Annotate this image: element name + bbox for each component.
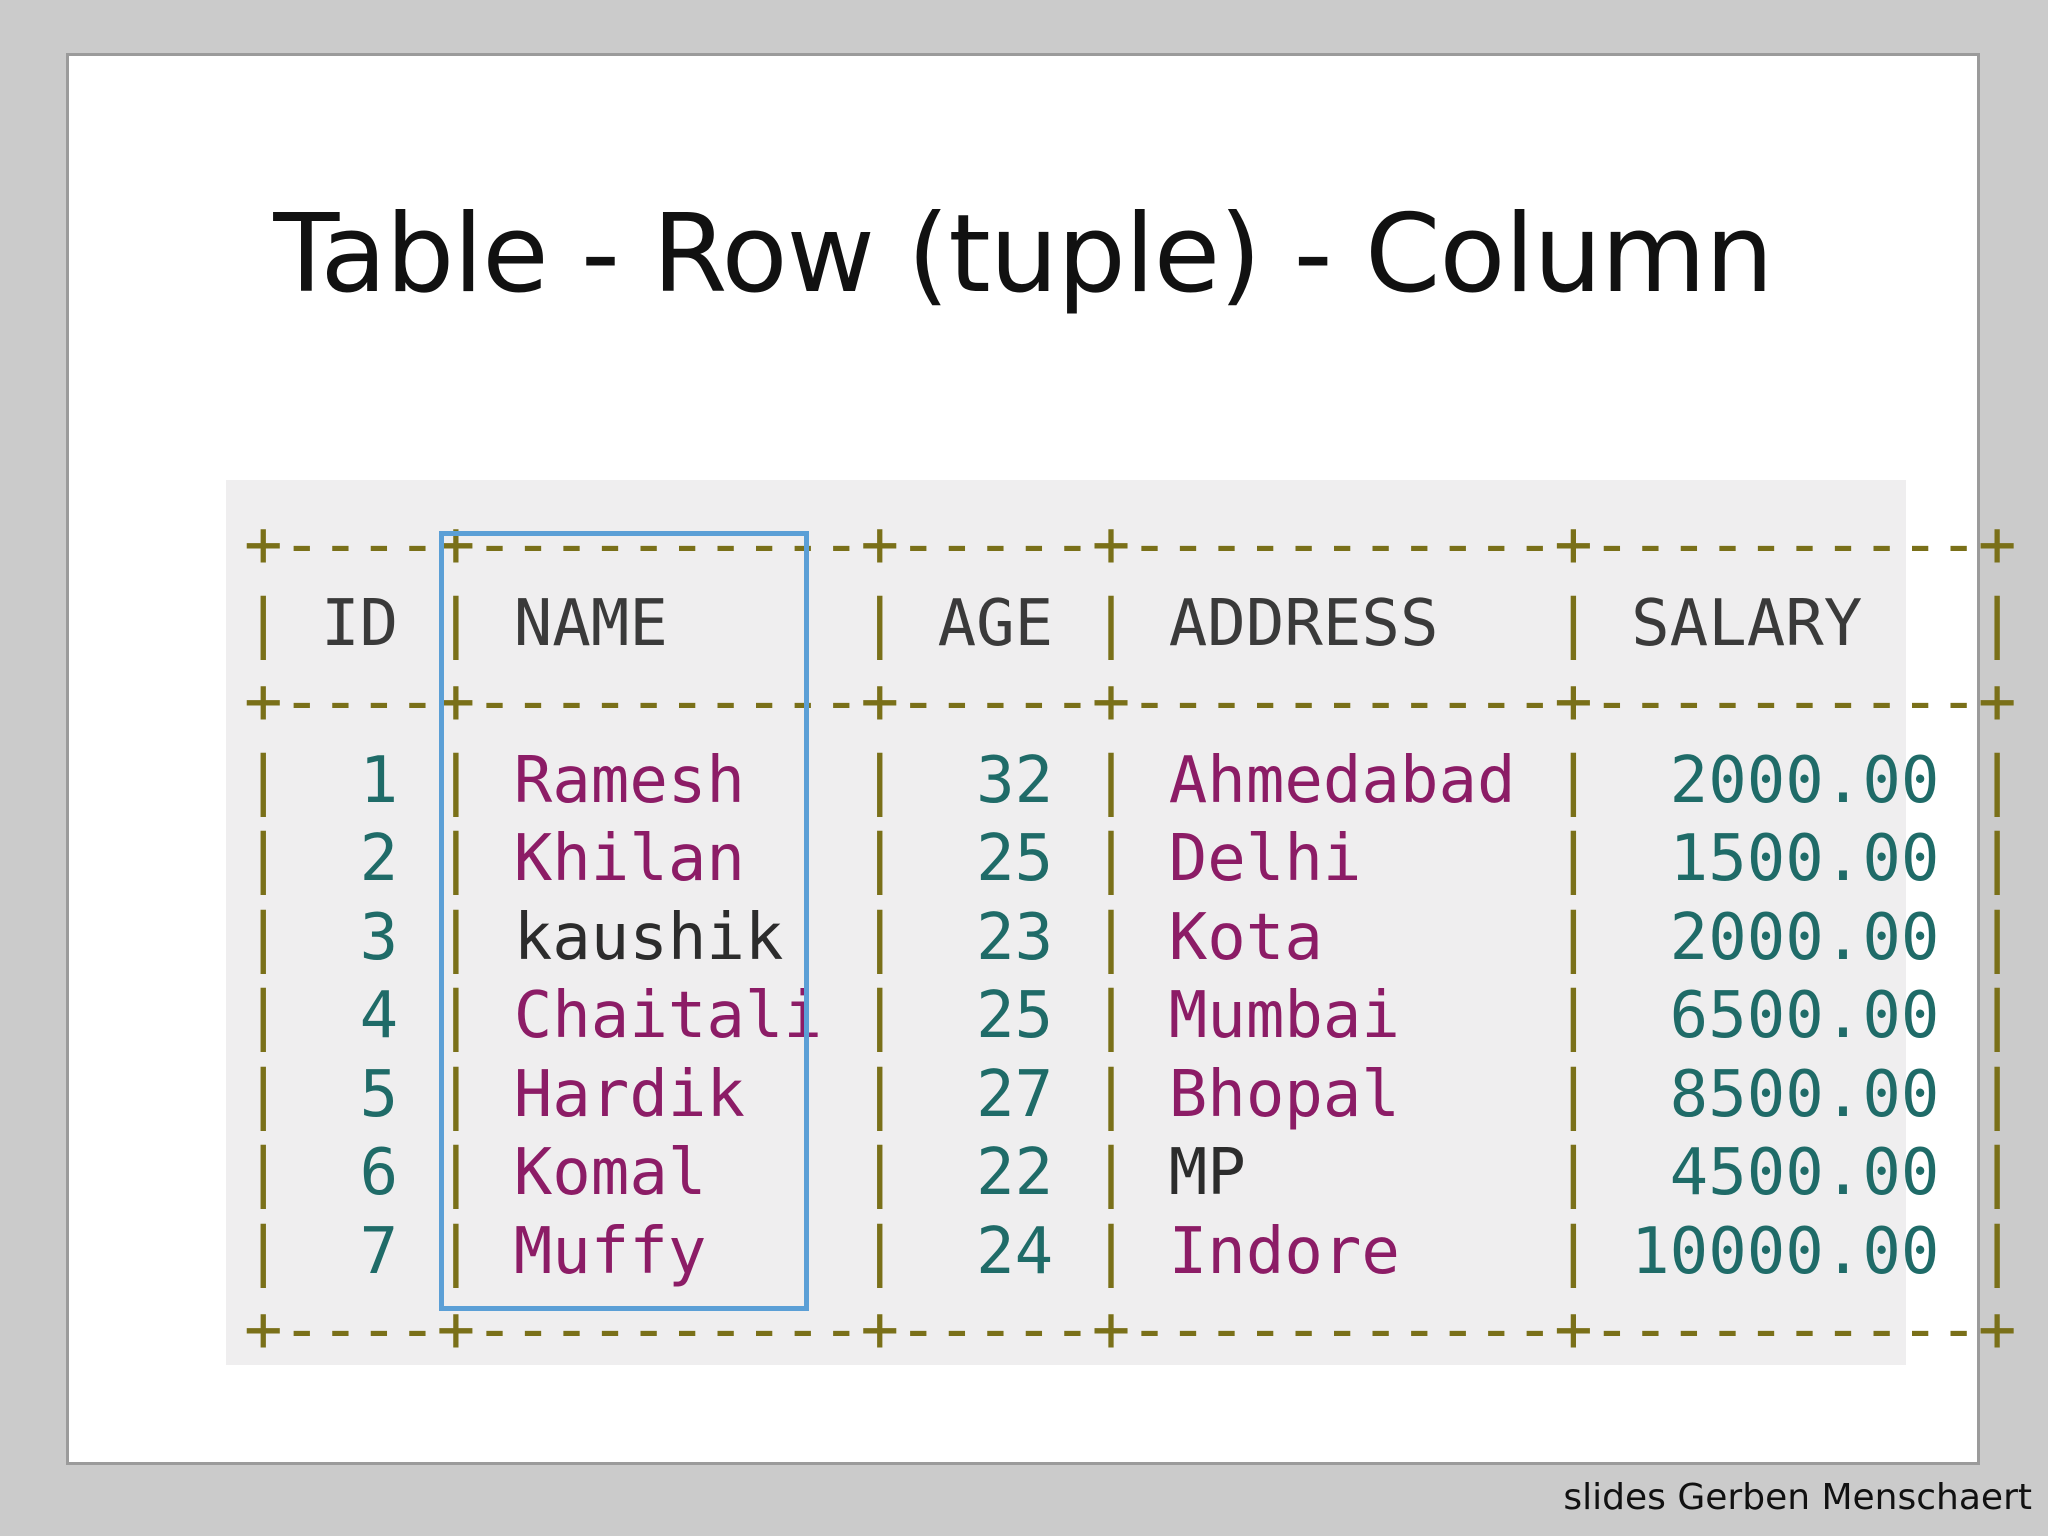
table-pipe: | — [1091, 900, 1131, 975]
table-pipe: | — [244, 1057, 283, 1132]
cell-name: Muffy — [513, 1214, 707, 1289]
cell-name: Chaitali — [513, 979, 822, 1053]
table-pipe: | — [1554, 586, 1593, 661]
column-header-salary: SALARY — [1631, 586, 1863, 661]
slide: Table - Row (tuple) - Column +----+-----… — [66, 53, 2016, 1465]
cell-name: Hardik — [513, 1057, 745, 1132]
table-pipe: | — [244, 979, 283, 1053]
cell-address: Kota — [1168, 900, 1323, 975]
cell-age: 22 — [976, 1136, 1054, 1210]
table-pipe: | — [1554, 900, 1593, 975]
table-pipe: | — [244, 1136, 283, 1210]
table-pipe: | — [244, 743, 283, 818]
cell-age: 32 — [976, 743, 1054, 818]
table-pipe: | — [860, 1214, 900, 1289]
table-pipe: | — [244, 900, 283, 975]
cell-name: Khilan — [513, 822, 745, 896]
cell-address: Ahmedabad — [1168, 743, 1516, 818]
table-pipe: | — [860, 979, 900, 1053]
column-header-age: AGE — [937, 586, 1054, 661]
table-border-line: +----+----------+-----+-----------+-----… — [244, 508, 2017, 582]
table-header-row: | ID | NAME | AGE | ADDRESS | SALARY | — [244, 585, 2016, 664]
table-pipe: | — [860, 743, 900, 818]
name-column-highlight — [439, 531, 809, 1311]
table-row: | 6 | Komal | 22 | MP | 4500.00 | — [244, 1134, 2016, 1213]
cell-id: 7 — [359, 1214, 399, 1289]
table-pipe: | — [1091, 1057, 1131, 1132]
table-pipe: | — [1091, 822, 1131, 896]
cell-id: 5 — [359, 1057, 399, 1132]
table-row: | 4 | Chaitali | 25 | Mumbai | 6500.00 | — [244, 977, 2016, 1056]
cell-id: 6 — [359, 1136, 399, 1210]
table-pipe: | — [1977, 586, 2017, 661]
cell-address: Bhopal — [1168, 1057, 1400, 1132]
column-header-id: ID — [321, 586, 399, 661]
table-pipe: | — [1554, 743, 1593, 818]
table-pipe: | — [1977, 1136, 2017, 1210]
cell-address: Indore — [1168, 1214, 1400, 1289]
cell-age: 23 — [976, 900, 1054, 975]
cell-salary: 6500.00 — [1669, 979, 1940, 1053]
cell-age: 25 — [976, 822, 1054, 896]
table-row: | 2 | Khilan | 25 | Delhi | 1500.00 | — [244, 820, 2016, 899]
table-pipe: | — [1977, 1057, 2017, 1132]
cell-name: Komal — [513, 1136, 707, 1210]
table-pipe: | — [244, 586, 283, 661]
table-pipe: | — [860, 1136, 900, 1210]
cell-address: Mumbai — [1168, 979, 1400, 1053]
table-bottom-border: +----+----------+-----+-----------+-----… — [244, 1291, 2016, 1370]
table-pipe: | — [1554, 1136, 1593, 1210]
column-header-address: ADDRESS — [1168, 586, 1439, 661]
cell-salary: 2000.00 — [1669, 900, 1940, 975]
table-pipe: | — [244, 822, 283, 896]
cell-salary: 8500.00 — [1669, 1057, 1940, 1132]
table-pipe: | — [860, 1057, 900, 1132]
cell-id: 2 — [359, 822, 399, 896]
table-pipe: | — [1091, 586, 1131, 661]
cell-id: 1 — [359, 743, 399, 818]
slide-title: Table - Row (tuple) - Column — [273, 192, 1773, 317]
cell-age: 27 — [976, 1057, 1054, 1132]
cell-address: Delhi — [1168, 822, 1362, 896]
table-pipe: | — [1977, 822, 2017, 896]
table-pipe: | — [1091, 743, 1131, 818]
table-pipe: | — [1554, 979, 1593, 1053]
table-pipe: | — [1554, 1057, 1593, 1132]
table-row: | 3 | kaushik | 23 | Kota | 2000.00 | — [244, 899, 2016, 978]
slide-credit: slides Gerben Menschaert — [1563, 1477, 2032, 1518]
table-pipe: | — [860, 822, 900, 896]
cell-id: 4 — [359, 979, 399, 1053]
table-top-border: +----+----------+-----+-----------+-----… — [244, 506, 2016, 585]
table-pipe: | — [860, 900, 900, 975]
table-row: | 1 | Ramesh | 32 | Ahmedabad | 2000.00 … — [244, 742, 2016, 821]
cell-address: MP — [1168, 1136, 1246, 1210]
cell-age: 25 — [976, 979, 1054, 1053]
table-pipe: | — [1091, 1214, 1131, 1289]
cell-salary: 2000.00 — [1669, 743, 1940, 818]
table-pipe: | — [1977, 743, 2017, 818]
table-pipe: | — [244, 1214, 283, 1289]
table-pipe: | — [1977, 900, 2017, 975]
table-header-separator: +----+----------+-----+-----------+-----… — [244, 663, 2016, 742]
table-pipe: | — [1554, 1214, 1593, 1289]
column-header-name: NAME — [513, 586, 668, 661]
table-pipe: | — [860, 586, 900, 661]
cell-id: 3 — [359, 900, 399, 975]
table-pipe: | — [1554, 822, 1593, 896]
cell-salary: 1500.00 — [1669, 822, 1940, 896]
table-border-line: +----+----------+-----+-----------+-----… — [244, 665, 2017, 739]
table-pipe: | — [1977, 1214, 2017, 1289]
cell-name: Ramesh — [513, 743, 745, 818]
table-row: | 7 | Muffy | 24 | Indore | 10000.00 | — [244, 1213, 2016, 1292]
cell-salary: 10000.00 — [1631, 1214, 1940, 1289]
cell-salary: 4500.00 — [1669, 1136, 1940, 1210]
table-border-line: +----+----------+-----+-----------+-----… — [244, 1293, 2017, 1367]
table-pipe: | — [1977, 979, 2017, 1053]
sql-table-output: +----+----------+-----+-----------+-----… — [226, 480, 2016, 1367]
cell-age: 24 — [976, 1214, 1054, 1289]
table-pipe: | — [1091, 1136, 1131, 1210]
cell-name: kaushik — [513, 900, 784, 975]
table-pipe: | — [1091, 979, 1131, 1053]
